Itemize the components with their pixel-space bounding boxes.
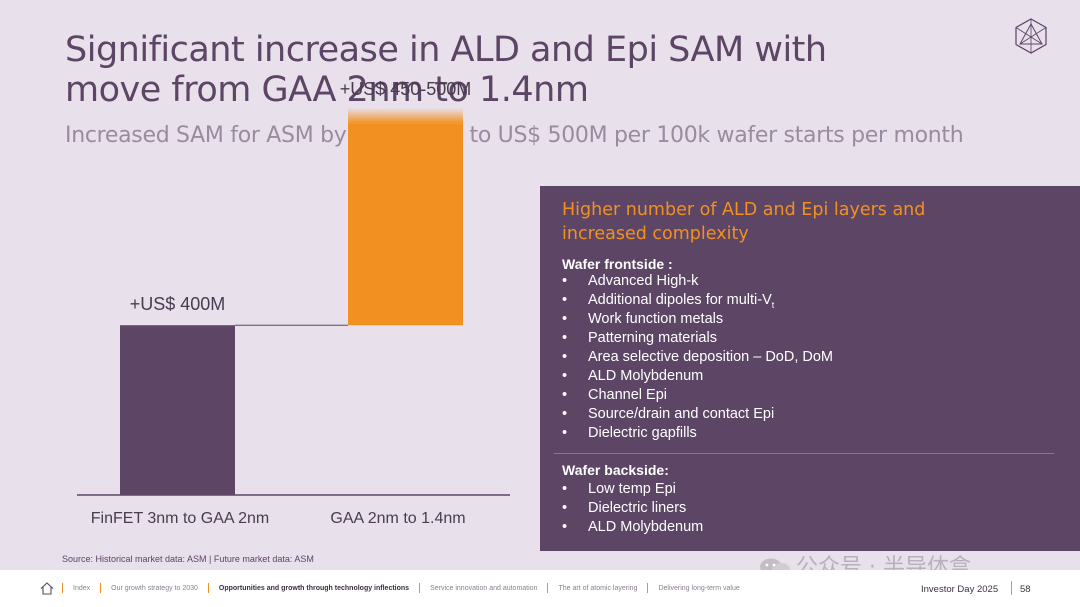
asm-logo-icon bbox=[1015, 18, 1047, 54]
footer-nav: Index Our growth strategy to 2030 Opportun… bbox=[62, 583, 750, 593]
footer-nav-label: Our growth strategy to 2030 bbox=[111, 584, 198, 592]
bullet-icon: • bbox=[562, 519, 568, 535]
complexity-panel: Higher number of ALD and Epi layers and … bbox=[540, 186, 1080, 551]
footer-nav-label: Opportunities and growth through technol… bbox=[218, 584, 410, 592]
footer-nav-item[interactable]: Delivering long-term value bbox=[647, 583, 749, 593]
bullet-icon: • bbox=[562, 406, 568, 422]
chart-canvas bbox=[77, 107, 510, 496]
chart-bar-range-cap bbox=[348, 107, 463, 124]
list-item: • Work function metals bbox=[562, 311, 724, 327]
footer-nav-label: Index bbox=[73, 584, 91, 592]
subscript-t: t bbox=[771, 299, 775, 310]
list-item: • Source/drain and contact Epi bbox=[562, 406, 775, 422]
panel-divider bbox=[554, 453, 1054, 454]
chart-bar-0 bbox=[120, 325, 235, 495]
event-name: Investor Day 2025 bbox=[921, 584, 999, 595]
list-item: • Dielectric gapfills bbox=[562, 425, 697, 441]
slide-title-line-2: move from GAA 2nm to 1.4nm bbox=[65, 70, 589, 110]
list-item: • Additional dipoles for multi-Vt bbox=[562, 292, 775, 310]
bullet-icon: • bbox=[562, 387, 568, 403]
bullet-icon: • bbox=[562, 330, 568, 346]
list-item: • ALD Molybdenum bbox=[562, 519, 704, 535]
list-item: • ALD Molybdenum bbox=[562, 368, 704, 384]
sam-waterfall-chart: +US$ 400M +US$ 450-500M FinFET 3nm to GA… bbox=[0, 0, 540, 560]
backside-list: • Low temp Epi • Dielectric liners • ALD Mo… bbox=[562, 480, 703, 537]
footer-nav-item[interactable]: Service innovation and automation bbox=[419, 583, 547, 593]
footer-nav-label: The art of atomic layering bbox=[558, 584, 638, 592]
category-label-finfet: FinFET 3nm to GAA 2nm bbox=[90, 510, 270, 527]
bullet-icon: • bbox=[562, 349, 568, 365]
bullet-icon: • bbox=[562, 481, 568, 497]
bullet-icon: • bbox=[562, 368, 568, 384]
panel-heading: Higher number of ALD and Epi layers and … bbox=[562, 200, 926, 244]
page-separator bbox=[1011, 581, 1012, 595]
list-item: • Area selective deposition – DoD, DoM bbox=[562, 349, 834, 365]
footer-nav-item[interactable]: Index bbox=[62, 583, 100, 593]
slide-subtitle: Increased SAM for ASM by US$ 450M to US$… bbox=[65, 123, 964, 148]
list-item: • Advanced High-k bbox=[562, 273, 699, 289]
bar-value-label-finfet: +US$ 400M bbox=[129, 294, 226, 315]
slide-title: Significant increase in ALD and Epi SAM … bbox=[65, 30, 965, 110]
nav-separator bbox=[100, 583, 102, 593]
source-note: Source: Historical market data: ASM | Fu… bbox=[62, 554, 314, 564]
bullet-icon: • bbox=[562, 425, 568, 441]
footer-nav-item[interactable]: Opportunities and growth through technol… bbox=[207, 583, 419, 593]
slide-title-line-1: Significant increase in ALD and Epi SAM … bbox=[65, 30, 827, 70]
bullet-icon: • bbox=[562, 273, 568, 289]
list-item: • Dielectric liners bbox=[562, 500, 687, 516]
footer-nav-label: Service innovation and automation bbox=[430, 584, 538, 592]
footer-nav-item[interactable]: Our growth strategy to 2030 bbox=[100, 583, 208, 593]
backside-title: Wafer backside: bbox=[562, 462, 669, 478]
frontside-title: Wafer frontside : bbox=[562, 256, 673, 272]
bullet-icon: • bbox=[562, 311, 568, 327]
nav-separator bbox=[647, 583, 649, 593]
list-item: • Low temp Epi bbox=[562, 481, 676, 497]
frontside-list: • Advanced High-k • Additional dipoles for… bbox=[562, 272, 833, 443]
bullet-icon: • bbox=[562, 500, 568, 516]
home-icon[interactable] bbox=[40, 582, 54, 595]
nav-separator bbox=[207, 583, 209, 593]
nav-separator bbox=[62, 583, 63, 593]
bullet-icon: • bbox=[562, 292, 568, 308]
list-item: • Channel Epi bbox=[562, 387, 667, 403]
page-number: 58 bbox=[1020, 584, 1031, 595]
bar-value-label-gaa: +US$ 450-500M bbox=[339, 78, 472, 99]
chart-bar-1 bbox=[348, 123, 463, 326]
nav-separator bbox=[547, 583, 549, 593]
list-item: • Patterning materials bbox=[562, 330, 717, 346]
nav-separator bbox=[419, 583, 421, 593]
footer-nav-item[interactable]: The art of atomic layering bbox=[547, 583, 647, 593]
footer-nav-label: Delivering long-term value bbox=[658, 584, 740, 592]
category-label-gaa: GAA 2nm to 1.4nm bbox=[330, 510, 466, 527]
footer-bar: Index Our growth strategy to 2030 Opportun… bbox=[0, 570, 1080, 607]
